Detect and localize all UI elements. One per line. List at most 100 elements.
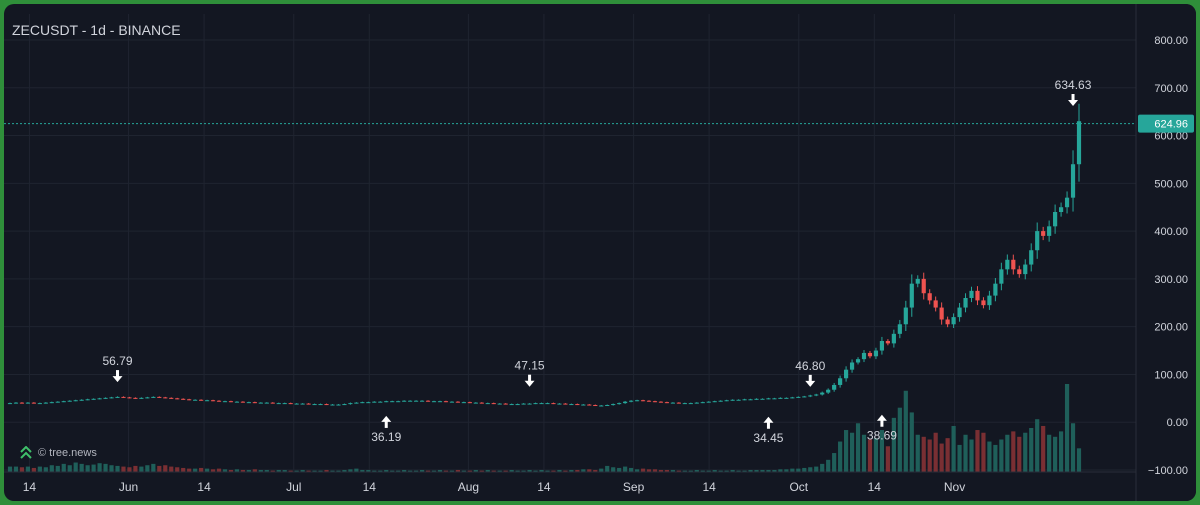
candle-body bbox=[1076, 121, 1082, 165]
volume-bar bbox=[963, 434, 968, 472]
candle-body bbox=[545, 403, 550, 405]
candle-body bbox=[336, 404, 341, 406]
volume-bar bbox=[402, 469, 407, 472]
candle-body bbox=[682, 403, 687, 405]
volume-bar bbox=[909, 412, 914, 472]
y-tick-label: 0.00 bbox=[1167, 417, 1188, 429]
candle-body bbox=[485, 403, 490, 405]
candle-body bbox=[378, 401, 383, 403]
candle-body bbox=[127, 397, 132, 399]
candle-body bbox=[969, 290, 974, 298]
volume-bar bbox=[270, 470, 275, 472]
volume-bar bbox=[676, 470, 681, 472]
volume-bar bbox=[646, 469, 652, 472]
candle-body bbox=[849, 362, 855, 370]
x-tick-label: 14 bbox=[702, 480, 716, 494]
volume-bar bbox=[491, 470, 496, 472]
volume-bar bbox=[133, 465, 138, 472]
volume-bar bbox=[623, 466, 628, 472]
volume-bar bbox=[127, 467, 132, 472]
annotation-label: 36.19 bbox=[371, 430, 401, 444]
candle-body bbox=[861, 352, 867, 360]
candle-body bbox=[187, 399, 192, 401]
volume-bar bbox=[419, 469, 425, 472]
candle-body bbox=[927, 293, 932, 301]
candle-body bbox=[742, 399, 747, 401]
candlestick-chart[interactable]: 56.79 36.19 47.15 34.45 46.80 38.69 634.63 800… bbox=[4, 4, 1196, 501]
arrow-stem bbox=[880, 419, 884, 427]
candle-body bbox=[467, 402, 472, 404]
candle-body bbox=[210, 400, 216, 402]
volume-bar bbox=[461, 470, 466, 472]
candle-body bbox=[473, 402, 478, 404]
volume-bar bbox=[706, 470, 711, 472]
volume-bar bbox=[264, 469, 269, 472]
volume-bar bbox=[49, 465, 54, 472]
candle-body bbox=[318, 404, 323, 406]
volume-bar bbox=[867, 439, 873, 472]
candles bbox=[7, 103, 1082, 407]
candle-body bbox=[222, 401, 228, 403]
y-axis: 800.00 700.00 600.00 500.00 400.00 300.00 200.… bbox=[1135, 4, 1196, 501]
candle-body bbox=[873, 350, 879, 357]
y-tick-label: 500.00 bbox=[1154, 178, 1188, 190]
candle-body bbox=[19, 402, 25, 404]
candle-body bbox=[933, 300, 938, 308]
candle-body bbox=[843, 369, 849, 379]
volume-bar bbox=[736, 470, 741, 472]
candle-body bbox=[509, 404, 514, 406]
volume-bar bbox=[975, 430, 980, 472]
candle-body bbox=[963, 298, 968, 308]
candle-body bbox=[31, 402, 36, 404]
candle-body bbox=[1053, 212, 1058, 227]
candle-body bbox=[414, 400, 419, 402]
volume-bar bbox=[682, 470, 687, 472]
volume-bar bbox=[1041, 425, 1046, 472]
candle-body bbox=[455, 401, 460, 403]
x-tick-label: Jun bbox=[119, 480, 138, 494]
volume-bar bbox=[640, 468, 646, 472]
volume-bar bbox=[479, 470, 484, 472]
volume-bar bbox=[1070, 423, 1076, 472]
volume-bar bbox=[820, 463, 825, 472]
volume-bar bbox=[55, 465, 60, 472]
volume-bar bbox=[855, 423, 861, 472]
candle-body bbox=[766, 398, 771, 400]
double-chevron-up-icon bbox=[20, 446, 32, 459]
candle-body bbox=[372, 401, 377, 403]
candle-body bbox=[109, 397, 114, 399]
candle-body bbox=[784, 397, 789, 399]
volume-bar bbox=[169, 466, 174, 472]
candle-body bbox=[1064, 197, 1070, 208]
volume-bar bbox=[885, 446, 890, 472]
volume-bar bbox=[1005, 434, 1010, 472]
candle-body bbox=[790, 397, 795, 399]
volume-bar bbox=[569, 469, 574, 472]
annotation-label: 34.45 bbox=[753, 431, 783, 445]
volume-bar bbox=[652, 469, 658, 472]
candle-body bbox=[1005, 259, 1010, 270]
volume-bar bbox=[139, 466, 144, 472]
candle-body bbox=[903, 307, 908, 325]
volume-bar bbox=[575, 469, 580, 472]
volume-bar bbox=[599, 468, 604, 472]
volume-bar bbox=[312, 470, 317, 472]
volume-bar bbox=[933, 432, 938, 472]
arrow-stem bbox=[115, 370, 119, 378]
volume-bar bbox=[324, 469, 329, 472]
volume-bar bbox=[891, 417, 896, 472]
candle-body bbox=[1017, 269, 1022, 275]
volume-bar bbox=[145, 465, 150, 472]
volume-bar bbox=[879, 430, 885, 472]
volume-bar bbox=[545, 470, 550, 472]
candle-body bbox=[820, 392, 825, 395]
candle-body bbox=[634, 400, 640, 402]
candle-body bbox=[282, 403, 287, 405]
candle-body bbox=[234, 401, 240, 403]
y-tick-label: 200.00 bbox=[1154, 322, 1188, 334]
volume-bar bbox=[187, 468, 192, 472]
volume-bar bbox=[766, 469, 771, 472]
candle-body bbox=[1023, 264, 1028, 275]
arrow-up-icon bbox=[763, 416, 774, 423]
candle-body bbox=[838, 378, 843, 385]
